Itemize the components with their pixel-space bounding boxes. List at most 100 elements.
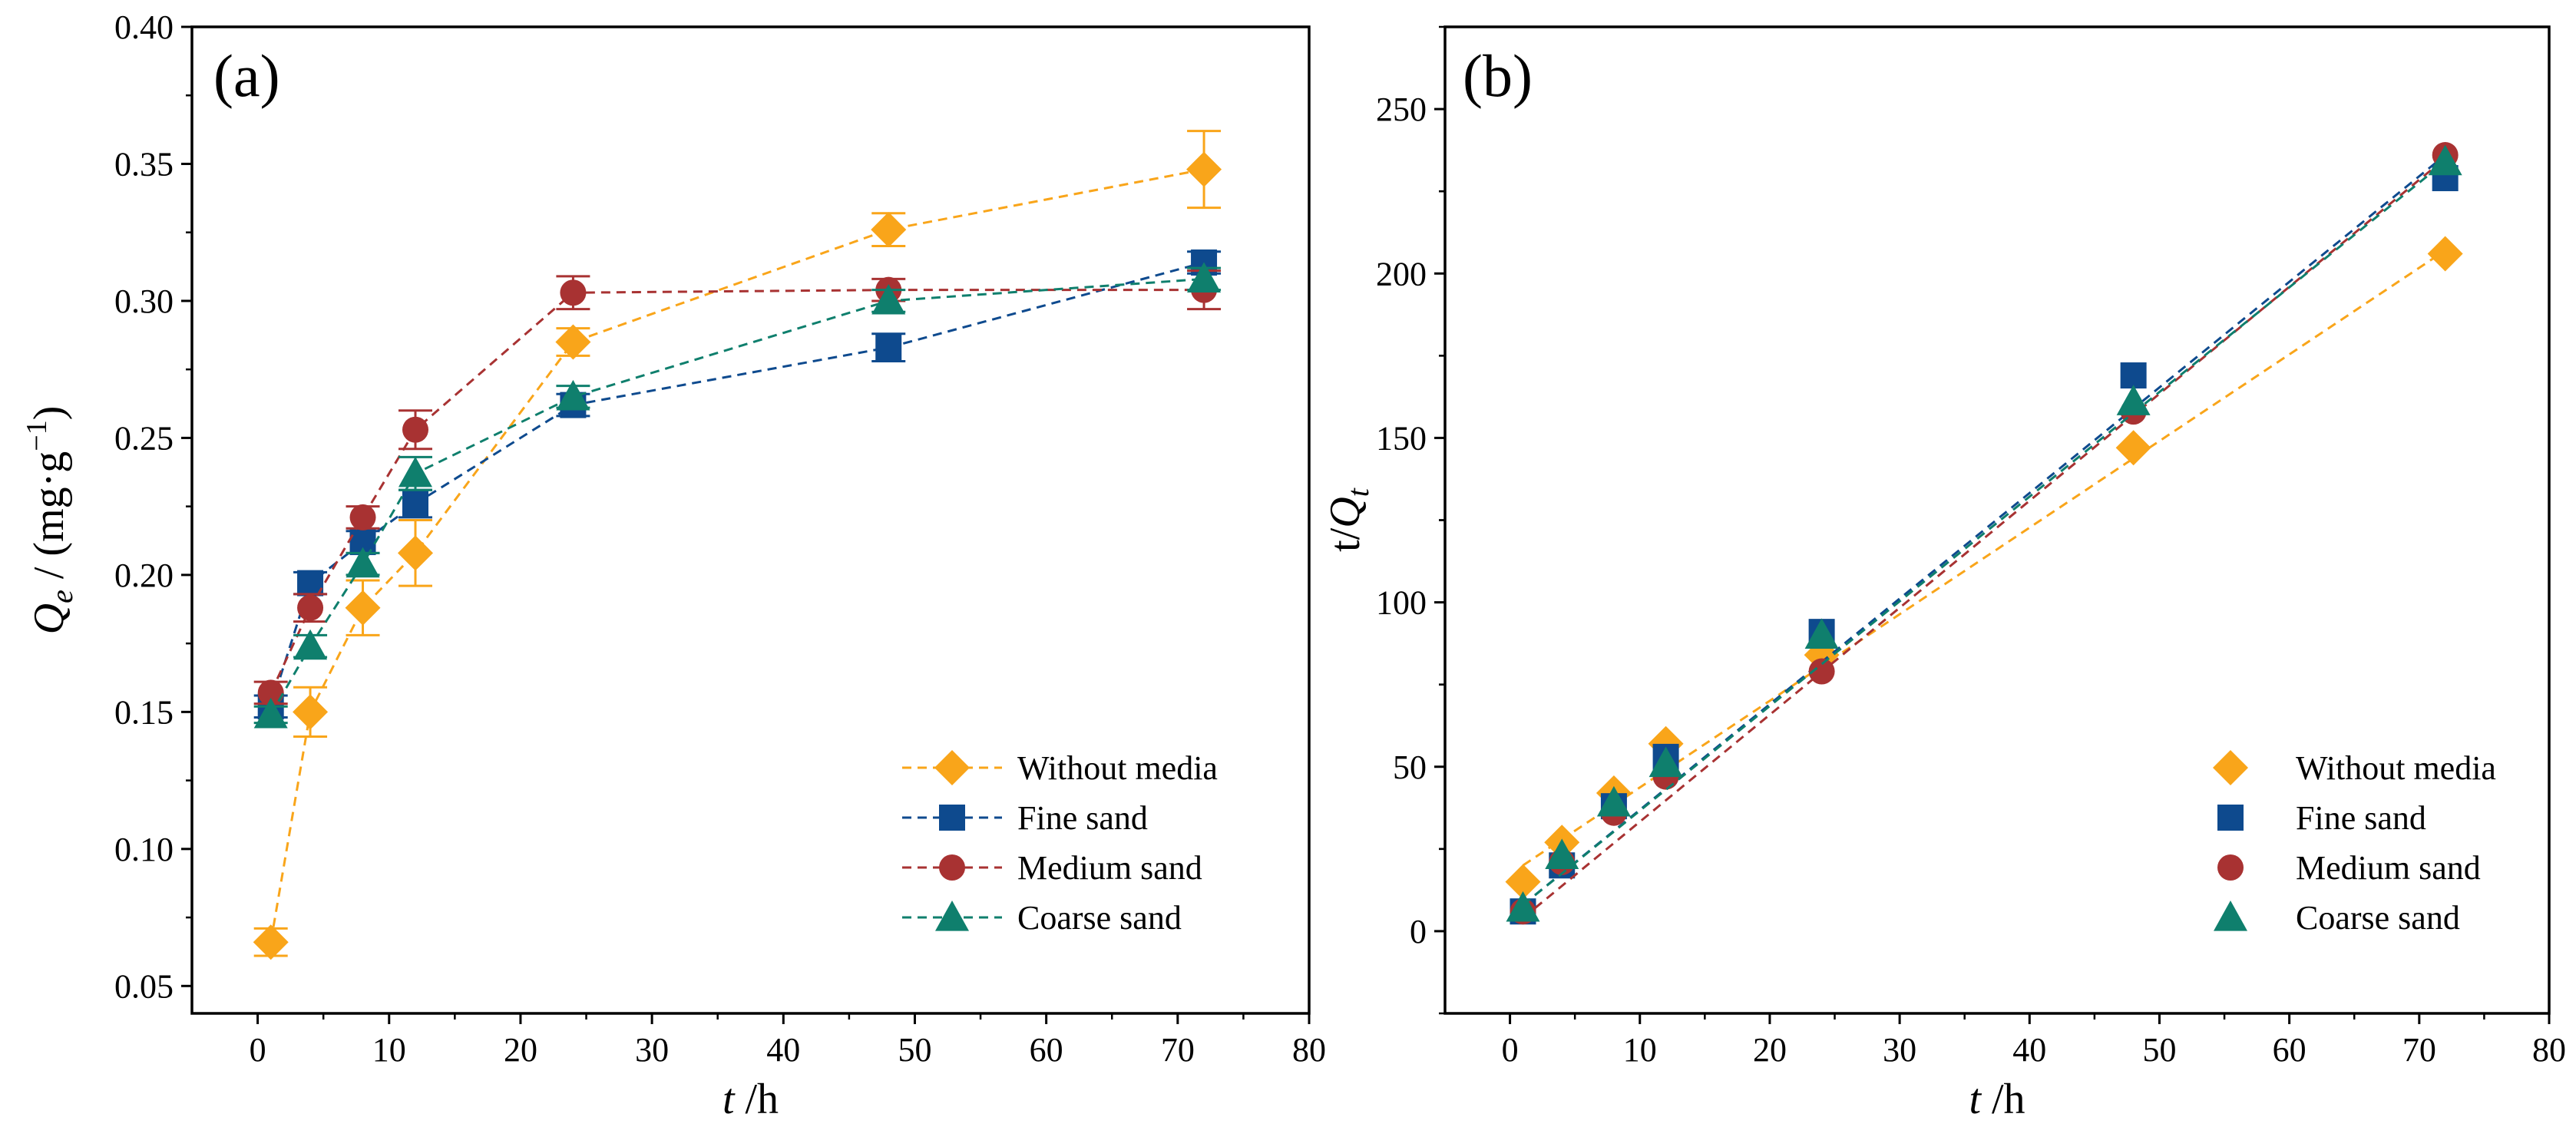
series-coarse-sand xyxy=(253,262,1222,729)
panel-label: (a) xyxy=(213,42,280,109)
x-tick-label: 30 xyxy=(1883,1031,1916,1069)
x-tick-label: 30 xyxy=(635,1031,669,1069)
legend-marker xyxy=(2214,901,2247,931)
series-without-media xyxy=(253,130,1222,960)
series-medium-sand xyxy=(253,269,1222,706)
y-tick-label: 200 xyxy=(1376,255,1427,292)
data-point xyxy=(346,547,380,578)
data-point xyxy=(253,924,289,960)
legend-label: Coarse sand xyxy=(2296,899,2460,937)
data-point xyxy=(349,504,376,530)
x-tick-label: 10 xyxy=(1623,1031,1657,1069)
y-tick-label: 250 xyxy=(1376,91,1427,128)
legend-marker xyxy=(2217,854,2244,881)
x-tick-label: 70 xyxy=(2402,1031,2436,1069)
data-point xyxy=(871,212,907,248)
y-tick-label: 0.10 xyxy=(114,831,174,868)
legend-entry: Medium sand xyxy=(2217,849,2481,887)
data-point xyxy=(1808,658,1835,685)
data-point xyxy=(2116,385,2151,415)
fit-line xyxy=(1522,154,2446,906)
legend-label: Medium sand xyxy=(1017,849,1202,887)
data-point xyxy=(253,697,288,729)
data-point xyxy=(875,334,902,361)
legend-entry: Medium sand xyxy=(902,849,1202,887)
legend-marker xyxy=(2213,750,2248,785)
legend-label: Without media xyxy=(1017,749,1218,787)
legend-marker xyxy=(2217,805,2244,831)
data-point xyxy=(1648,746,1683,778)
data-point xyxy=(2115,430,2151,466)
legend-label: Fine sand xyxy=(1017,799,1148,837)
data-point xyxy=(2427,236,2463,272)
panel-label: (b) xyxy=(1463,42,1533,109)
data-point xyxy=(1186,151,1222,187)
legend-entry: Fine sand xyxy=(2217,799,2426,837)
series-fine-sand xyxy=(253,249,1222,720)
data-point xyxy=(2428,144,2462,176)
legend-entry: Fine sand xyxy=(902,799,1148,837)
y-tick-label: 100 xyxy=(1376,584,1427,622)
data-point xyxy=(1506,891,1540,922)
legend-marker xyxy=(939,854,965,881)
x-tick-label: 20 xyxy=(1753,1031,1787,1069)
legend-entry: Coarse sand xyxy=(2214,899,2460,937)
data-point xyxy=(398,456,432,487)
x-tick-label: 50 xyxy=(2142,1031,2176,1069)
data-point xyxy=(293,629,328,660)
legend-entry: Without media xyxy=(2213,749,2496,787)
data-point xyxy=(402,491,428,517)
data-point xyxy=(402,416,428,443)
x-tick-label: 10 xyxy=(372,1031,406,1069)
y-tick-label: 50 xyxy=(1393,749,1427,786)
x-tick-label: 80 xyxy=(2532,1031,2566,1069)
panel-b: 0 10 20 30 40 50 60 70 80 0 50 100 150 200 250 (b) t /h t… xyxy=(1321,25,2566,1123)
legend-entry: Without media xyxy=(902,749,1218,787)
data-point xyxy=(293,694,329,730)
y-tick-label: 0.20 xyxy=(114,557,174,594)
fit-line xyxy=(1522,160,2446,906)
legend-label: Medium sand xyxy=(2296,849,2481,887)
legend-label: Without media xyxy=(2296,749,2496,787)
x-tick-label: 70 xyxy=(1161,1031,1195,1069)
data-point xyxy=(1545,838,1579,869)
legend-label: Coarse sand xyxy=(1017,899,1182,937)
series-coarse-sand xyxy=(1506,144,2462,922)
x-tick-label: 60 xyxy=(1030,1031,1063,1069)
y-tick-label: 0.05 xyxy=(114,967,174,1005)
x-tick-label: 40 xyxy=(2012,1031,2046,1069)
y-tick-label: 0.15 xyxy=(114,693,174,731)
x-tick-label: 20 xyxy=(504,1031,537,1069)
data-point xyxy=(1187,262,1222,292)
legend-entry: Coarse sand xyxy=(902,899,1182,937)
x-tick-label: 80 xyxy=(1292,1031,1326,1069)
legend-marker xyxy=(939,805,965,831)
x-tick-label: 50 xyxy=(898,1031,931,1069)
x-tick-label: 0 xyxy=(250,1031,266,1069)
data-point xyxy=(398,535,433,571)
data-point xyxy=(560,279,587,306)
plot-frame xyxy=(190,25,1311,1015)
data-point xyxy=(1596,785,1631,817)
data-point xyxy=(1804,618,1839,649)
y-axis-title: Qe / (mg·g−1) xyxy=(21,406,79,635)
data-point xyxy=(2120,362,2147,389)
data-point xyxy=(555,324,591,360)
legend-label: Fine sand xyxy=(2296,799,2426,837)
y-tick-label: 0.40 xyxy=(114,8,174,46)
data-point xyxy=(297,594,324,621)
x-tick-label: 0 xyxy=(1502,1031,1519,1069)
y-tick-label: 0.25 xyxy=(114,419,174,457)
data-point xyxy=(1505,864,1541,900)
x-axis-title: t /h xyxy=(723,1076,779,1123)
y-axis-title: t/Qt xyxy=(1321,487,1375,552)
legend-marker xyxy=(934,750,970,785)
data-point xyxy=(871,283,906,315)
x-tick-label: 60 xyxy=(2273,1031,2306,1069)
x-axis-title: t /h xyxy=(1969,1076,2025,1123)
y-tick-label: 0.30 xyxy=(114,283,174,320)
data-point xyxy=(257,679,284,706)
y-tick-label: 0 xyxy=(1410,913,1427,950)
data-point xyxy=(345,590,381,626)
